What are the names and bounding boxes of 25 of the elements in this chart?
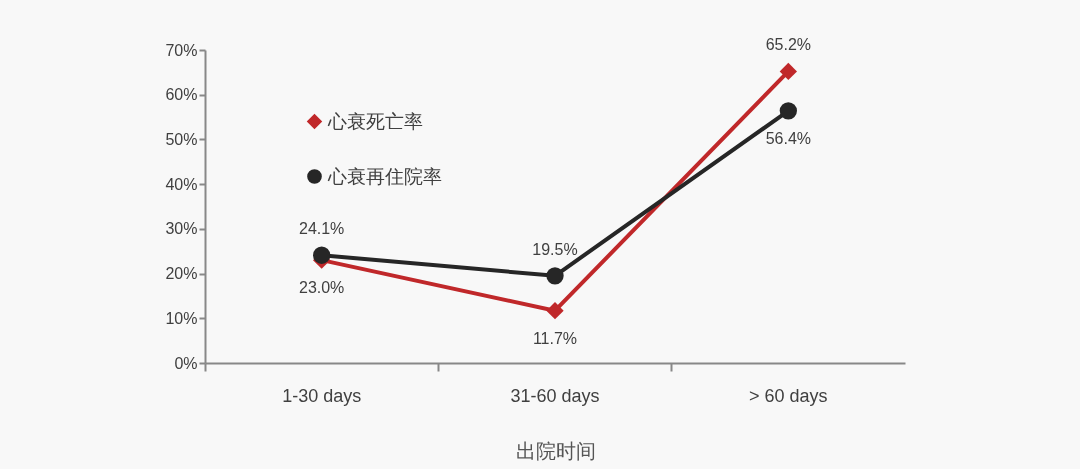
y-tick-label: 30% bbox=[165, 220, 198, 238]
data-label: 11.7% bbox=[532, 329, 578, 347]
legend-label: 心衰死亡率 bbox=[327, 110, 423, 132]
point bbox=[546, 267, 564, 285]
data-label: 65.2% bbox=[765, 36, 812, 54]
y-tick-label: 20% bbox=[165, 265, 198, 283]
x-tick-label: 1-30 days bbox=[282, 385, 362, 406]
data-label: 56.4% bbox=[765, 129, 812, 147]
data-label: 19.5% bbox=[532, 240, 578, 258]
x-tick-label: 31-60 days bbox=[510, 385, 600, 406]
y-tick-label: 10% bbox=[165, 309, 198, 327]
point bbox=[313, 246, 331, 264]
point bbox=[546, 302, 564, 320]
y-tick-label: 70% bbox=[165, 41, 198, 59]
y-tick-label: 0% bbox=[174, 354, 198, 372]
legend-label: 心衰再住院率 bbox=[327, 165, 442, 187]
y-tick-label: 60% bbox=[165, 86, 198, 104]
data-label: 24.1% bbox=[298, 220, 345, 238]
x-axis-title: 出院时间 bbox=[515, 439, 596, 462]
data-label: 23.0% bbox=[298, 279, 345, 297]
point bbox=[779, 102, 797, 120]
y-tick-label: 50% bbox=[165, 130, 198, 148]
point bbox=[779, 62, 797, 81]
x-tick-label: > 60 days bbox=[749, 385, 828, 406]
y-tick-label: 40% bbox=[165, 175, 198, 193]
